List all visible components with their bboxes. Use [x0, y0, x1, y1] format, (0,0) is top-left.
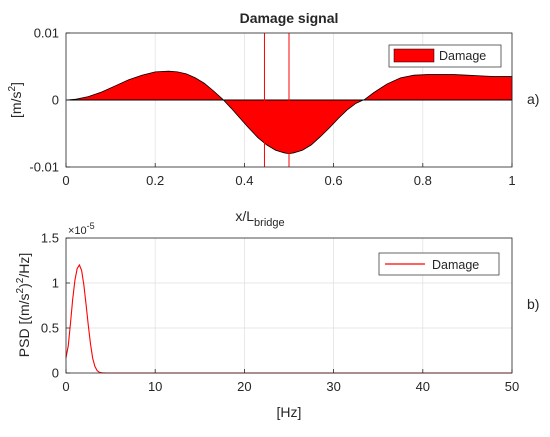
plot-b-legend-label: Damage: [432, 258, 479, 272]
plot-b-ylabel: PSD [(m/s2)2/Hz]: [15, 253, 32, 357]
plot-a-ytick-label: 0: [52, 93, 59, 108]
plot-b-xtick-label: 50: [505, 379, 519, 394]
plot-a-xtick-label: 0.2: [146, 173, 164, 188]
plot-a-markers: [263, 33, 290, 167]
plot-b-legend: Damage: [378, 252, 500, 276]
plot-b-xtick-label: 20: [237, 379, 251, 394]
plot-a-ytick-label: -0.01: [29, 160, 59, 175]
plot-a-xtick-label: 0.6: [325, 173, 343, 188]
plot-a-legend-label: Damage: [439, 49, 486, 63]
plot-a-ytick-label: 0.01: [34, 26, 59, 41]
plot-a-xtick-label: 1: [508, 173, 515, 188]
plot-a-xlabel: x/Lbridge: [235, 208, 284, 229]
plot-b-xtick-label: 40: [416, 379, 430, 394]
plot-b-frame: [65, 237, 513, 374]
plot-b-ytick-label: 0: [52, 366, 59, 381]
panel-b-psd: 0 10 20 30 40 50 0 0.5 1 1.5 ×10-5 [Hz] PSD [(m/s…: [15, 221, 539, 420]
plot-a-title: Damage signal: [240, 10, 339, 26]
plot-b-ticks: 0 10 20 30 40 50 0 0.5 1 1.5: [41, 231, 519, 395]
plot-b-xtick-label: 0: [62, 379, 69, 394]
plot-b-ytick-label: 1: [52, 276, 59, 291]
plot-a-xtick-label: 0.8: [414, 173, 432, 188]
plot-b-xlabel: [Hz]: [277, 404, 302, 420]
plot-a-ylabel: [m/s2]: [7, 82, 24, 118]
plot-b-y-exponent: ×10-5: [68, 221, 95, 237]
plot-b-legend-box: [378, 252, 500, 276]
plot-b-ytick-label: 0.5: [41, 321, 59, 336]
plot-a-legend-swatch: [393, 48, 435, 63]
panel-b-label: b): [527, 296, 539, 312]
plot-a-xtick-label: 0: [62, 173, 69, 188]
plot-b-xtick-label: 30: [326, 379, 340, 394]
panel-a-label: a): [527, 91, 539, 107]
plot-b-ytick-label: 1.5: [41, 231, 59, 246]
plot-a-legend: Damage: [388, 44, 502, 68]
plot-b-xtick-label: 10: [148, 379, 162, 394]
plot-a-xtick-label: 0.4: [235, 173, 253, 188]
